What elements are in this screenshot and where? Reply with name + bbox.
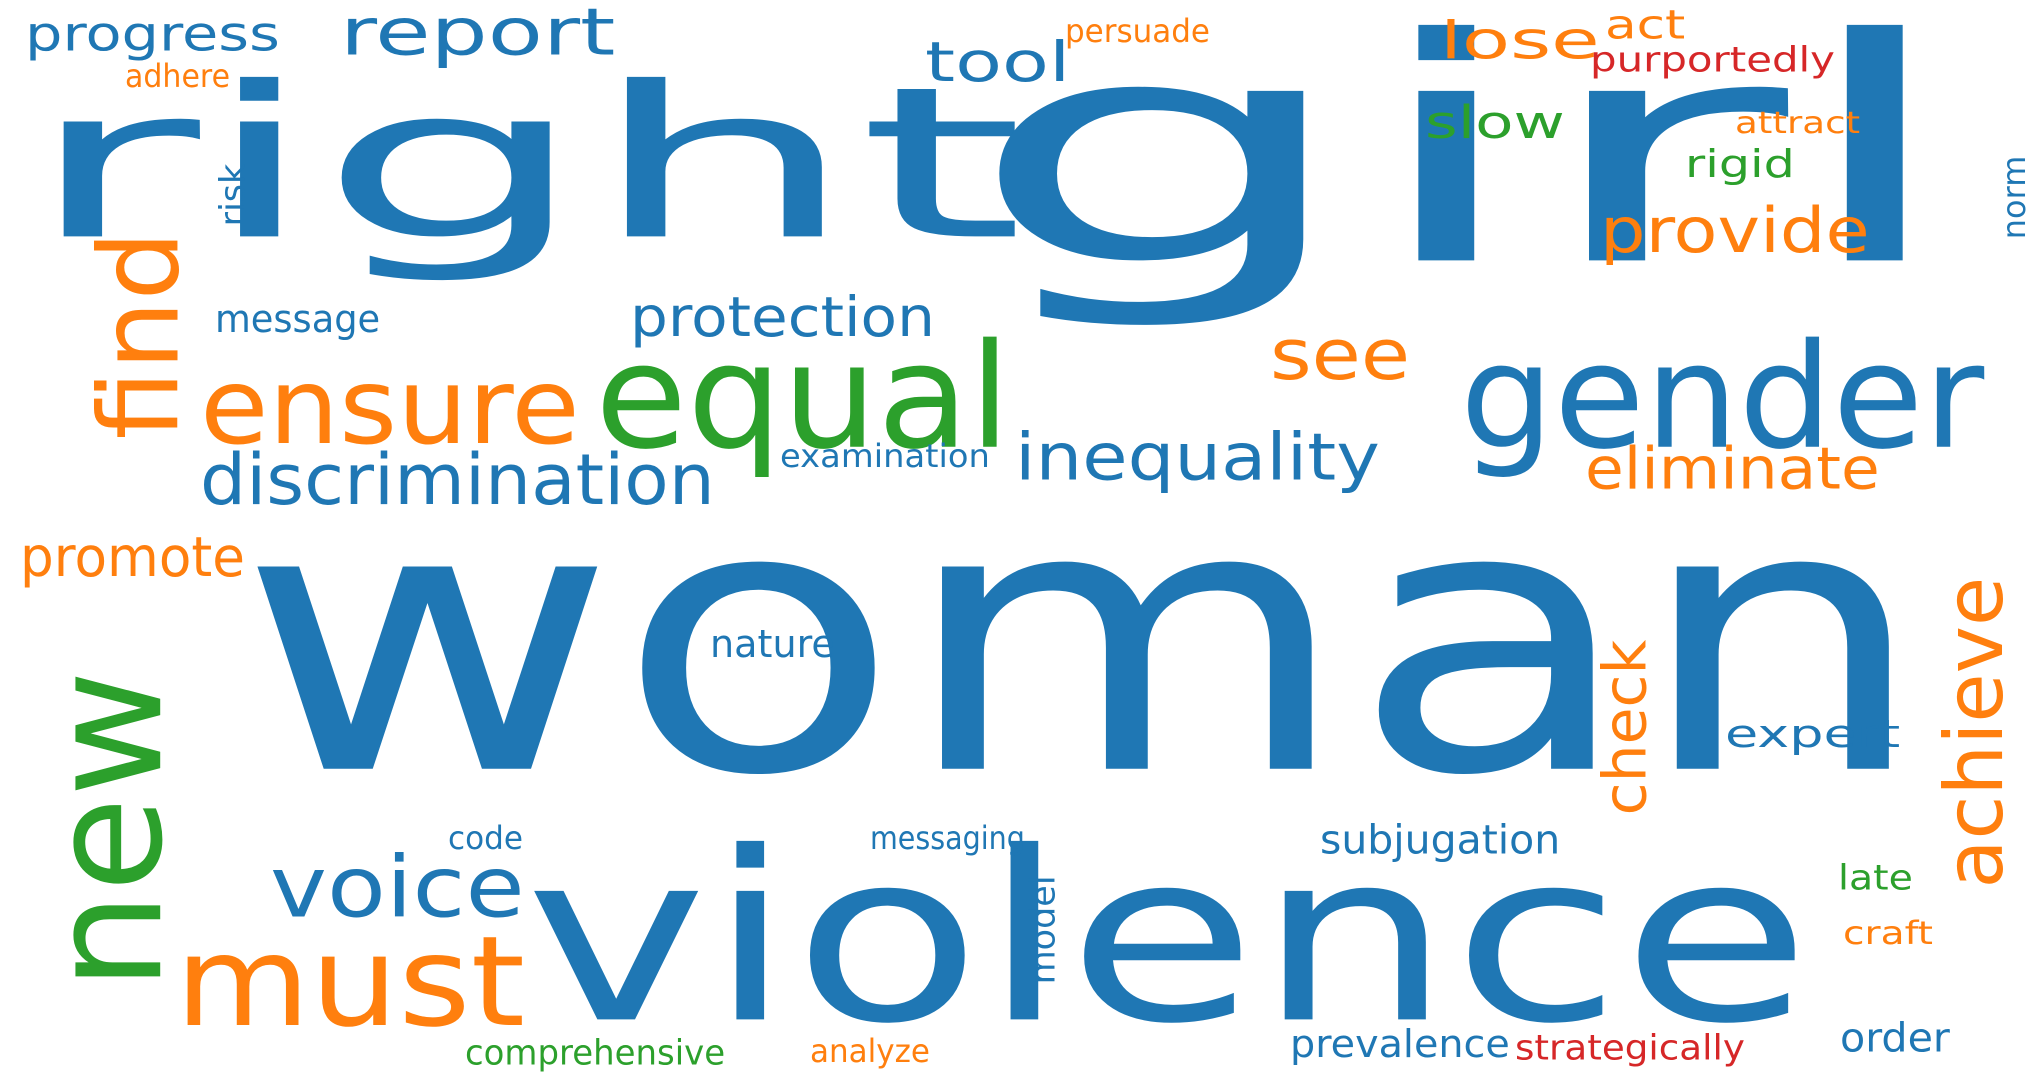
- word-expert: expert: [1725, 711, 1901, 757]
- word-subjugation: subjugation: [1320, 816, 1561, 864]
- word-provide: provide: [1600, 194, 1870, 267]
- word-model: model: [1021, 875, 1063, 985]
- word-examination: examination: [780, 437, 990, 475]
- word-attract: attract: [1735, 105, 1861, 141]
- word-equal: equal: [595, 311, 1011, 482]
- word-discrimination: discrimination: [200, 438, 715, 521]
- word-achieve: achieve: [1927, 576, 2022, 889]
- word-adhere: adhere: [125, 57, 231, 95]
- word-persuade: persuade: [1065, 12, 1210, 50]
- word-late: late: [1838, 856, 1913, 898]
- word-messaging: messaging: [870, 819, 1025, 857]
- word-find: find: [75, 230, 204, 440]
- word-message: message: [215, 296, 381, 342]
- word-lose: lose: [1440, 10, 1600, 72]
- word-comprehensive: comprehensive: [465, 1031, 726, 1073]
- word-girl: girl: [965, 0, 1961, 335]
- word-see: see: [1270, 313, 1411, 396]
- word-must: must: [175, 908, 526, 1055]
- word-inequality: inequality: [1015, 419, 1380, 496]
- word-order: order: [1840, 1014, 1950, 1062]
- word-nature: nature: [710, 621, 835, 667]
- word-eliminate: eliminate: [1585, 434, 1880, 503]
- word-prevalence: prevalence: [1290, 1021, 1510, 1067]
- word-code: code: [448, 819, 524, 857]
- word-right: right: [25, 41, 1025, 287]
- word-norm: norm: [1995, 155, 2033, 240]
- word-tool: tool: [925, 30, 1071, 95]
- word-ensure: ensure: [200, 345, 580, 469]
- word-violence: violence: [525, 800, 1812, 1076]
- word-purportedly: purportedly: [1590, 38, 1835, 80]
- word-strategically: strategically: [1515, 1026, 1745, 1068]
- word-slow: slow: [1425, 95, 1565, 149]
- word-craft: craft: [1843, 914, 1934, 952]
- word-progress: progress: [25, 5, 280, 62]
- word-new: new: [16, 670, 198, 991]
- word-protection: protection: [630, 285, 935, 350]
- word-risk: risk: [211, 163, 253, 227]
- word-gender: gender: [1460, 311, 1985, 482]
- word-voice: voice: [270, 837, 525, 937]
- word-rigid: rigid: [1685, 141, 1795, 187]
- word-report: report: [340, 0, 616, 71]
- word-woman: woman: [238, 424, 1929, 858]
- word-promote: promote: [20, 525, 245, 590]
- word-check: check: [1589, 639, 1660, 816]
- word-analyze: analyze: [810, 1032, 930, 1070]
- word-act: act: [1605, 1, 1686, 49]
